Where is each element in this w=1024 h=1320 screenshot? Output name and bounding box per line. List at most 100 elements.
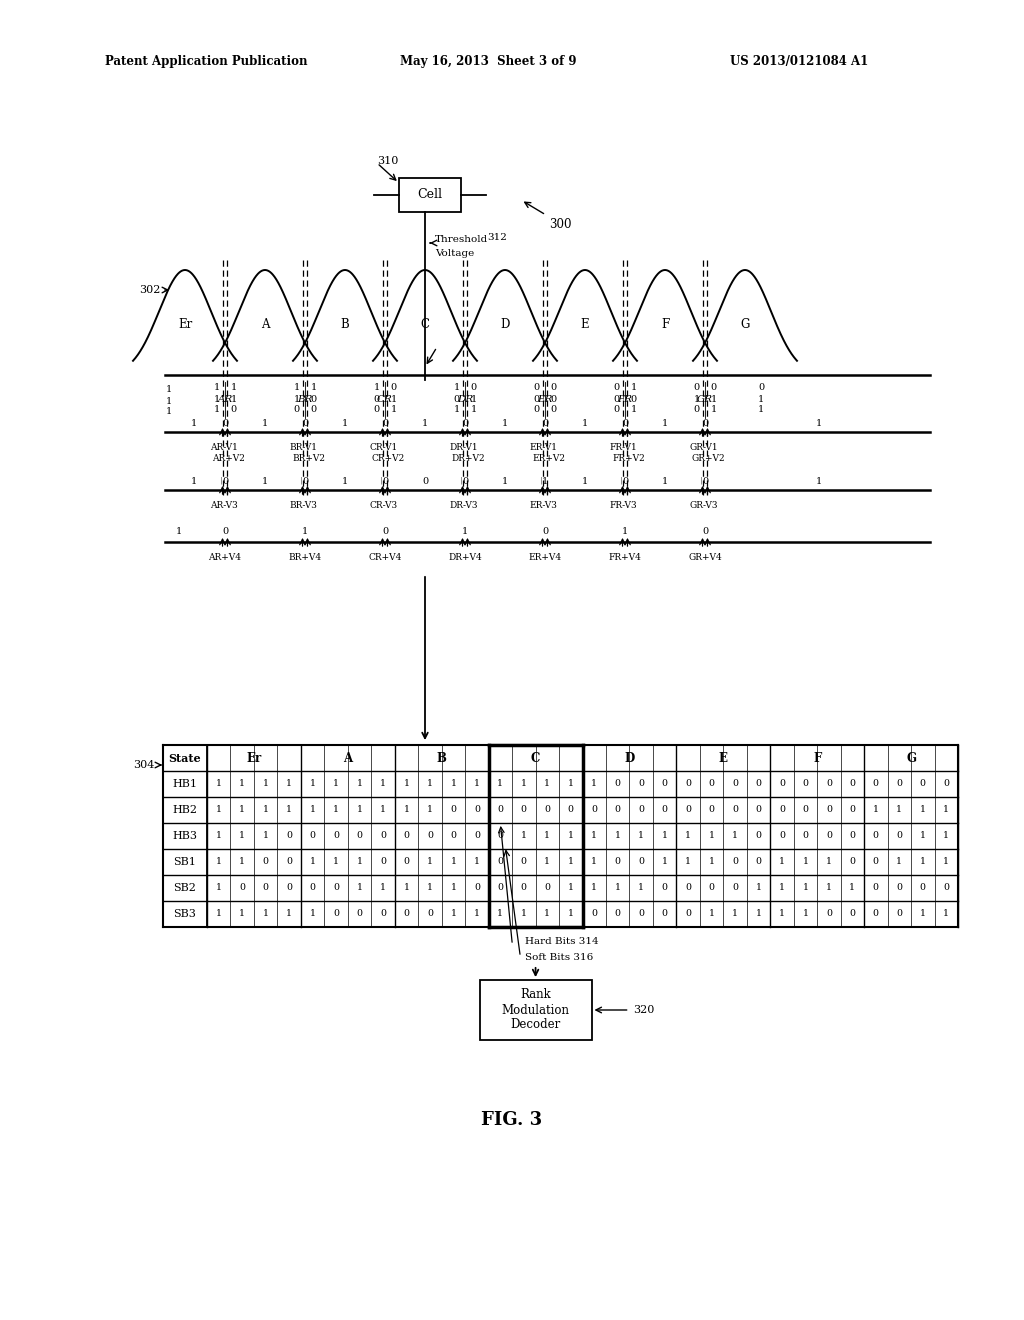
Text: 1: 1 (815, 477, 822, 486)
Text: 0: 0 (613, 395, 620, 404)
Text: 1: 1 (638, 883, 644, 892)
Text: 1: 1 (614, 832, 621, 841)
Text: 0: 0 (403, 832, 410, 841)
Text: 0: 0 (333, 883, 339, 892)
Text: 0: 0 (498, 832, 504, 841)
Text: |: | (300, 477, 302, 484)
Text: 1: 1 (309, 909, 315, 919)
Text: 1: 1 (758, 405, 764, 414)
Text: ER+V2: ER+V2 (532, 454, 565, 463)
Text: 1: 1 (403, 883, 410, 892)
Text: |: | (540, 477, 543, 484)
Text: 0: 0 (943, 883, 949, 892)
Text: 0: 0 (286, 883, 292, 892)
Text: 0: 0 (756, 832, 762, 841)
Text: 0: 0 (230, 405, 237, 414)
Text: 0: 0 (756, 858, 762, 866)
Text: 1: 1 (240, 780, 245, 788)
Text: 1: 1 (582, 418, 588, 428)
Text: 0: 0 (591, 909, 597, 919)
Text: 0: 0 (732, 883, 738, 892)
Text: 0: 0 (310, 395, 316, 404)
Text: 1: 1 (309, 858, 315, 866)
Text: 0: 0 (521, 883, 526, 892)
Text: 1: 1 (943, 832, 949, 841)
Text: 1: 1 (779, 858, 785, 866)
Text: 1: 1 (390, 395, 396, 404)
Text: 1: 1 (403, 805, 410, 814)
Text: 1: 1 (166, 408, 172, 417)
Text: 1: 1 (631, 384, 637, 392)
Text: 0: 0 (356, 832, 362, 841)
Text: 0: 0 (849, 909, 855, 919)
Text: 1: 1 (216, 909, 222, 919)
Text: 0: 0 (521, 858, 526, 866)
Text: ER: ER (538, 396, 553, 404)
Text: F: F (813, 751, 821, 764)
Text: DR+V2: DR+V2 (452, 454, 485, 463)
Text: 1: 1 (545, 909, 550, 919)
Text: 1: 1 (662, 418, 668, 428)
Text: DR: DR (457, 396, 473, 404)
Text: 0: 0 (403, 858, 410, 866)
Text: BR-V1: BR-V1 (290, 444, 317, 451)
Text: 1: 1 (545, 832, 550, 841)
Text: 0: 0 (613, 405, 620, 414)
Text: 0: 0 (427, 909, 433, 919)
Text: 1: 1 (166, 385, 172, 395)
Text: 0: 0 (614, 909, 621, 919)
Text: 0: 0 (803, 832, 809, 841)
Text: 0: 0 (333, 832, 339, 841)
Text: 1: 1 (262, 477, 268, 486)
Text: HB2: HB2 (172, 805, 198, 814)
Text: 0: 0 (534, 405, 540, 414)
Text: 0: 0 (462, 477, 468, 486)
Text: 1: 1 (521, 780, 526, 788)
Text: G: G (740, 318, 750, 331)
FancyBboxPatch shape (479, 979, 592, 1040)
Text: 1: 1 (732, 832, 738, 841)
Text: 1: 1 (521, 832, 526, 841)
Text: D: D (501, 318, 510, 331)
Text: SB2: SB2 (173, 883, 197, 894)
Text: 0: 0 (380, 832, 386, 841)
Text: 1: 1 (427, 883, 433, 892)
Text: 0: 0 (591, 805, 597, 814)
Text: 0: 0 (662, 805, 668, 814)
Text: 1: 1 (213, 395, 219, 404)
Text: 1: 1 (451, 883, 457, 892)
Text: 0: 0 (545, 805, 550, 814)
Text: 1: 1 (216, 858, 222, 866)
Text: E: E (719, 751, 728, 764)
Text: 1: 1 (896, 858, 902, 866)
Text: 0: 0 (732, 858, 738, 866)
Text: 0: 0 (302, 477, 308, 486)
Text: 1: 1 (896, 805, 902, 814)
Text: 0: 0 (758, 384, 764, 392)
Text: 1: 1 (758, 395, 764, 404)
Text: 0: 0 (709, 780, 715, 788)
Text: 0: 0 (454, 395, 460, 404)
Text: 1: 1 (451, 858, 457, 866)
Text: GR-V3: GR-V3 (689, 502, 718, 510)
Text: 1: 1 (240, 909, 245, 919)
Text: Rank
Modulation
Decoder: Rank Modulation Decoder (502, 989, 569, 1031)
Text: 0: 0 (470, 384, 476, 392)
Text: AR+V2: AR+V2 (212, 454, 245, 463)
Text: 0: 0 (427, 832, 433, 841)
Text: 1: 1 (213, 384, 219, 392)
Text: 1: 1 (567, 858, 573, 866)
Text: US 2013/0121084 A1: US 2013/0121084 A1 (730, 55, 868, 69)
Text: 1: 1 (356, 883, 362, 892)
Text: 0: 0 (622, 477, 628, 486)
Text: 0: 0 (263, 858, 268, 866)
Text: 0: 0 (614, 780, 621, 788)
Text: 304: 304 (133, 760, 155, 770)
Text: C: C (421, 318, 429, 331)
Text: 1: 1 (567, 780, 573, 788)
Text: 1: 1 (356, 858, 362, 866)
Text: 0: 0 (382, 528, 388, 536)
Text: 1: 1 (216, 832, 222, 841)
Text: 1: 1 (166, 396, 172, 405)
Text: 0: 0 (920, 883, 926, 892)
